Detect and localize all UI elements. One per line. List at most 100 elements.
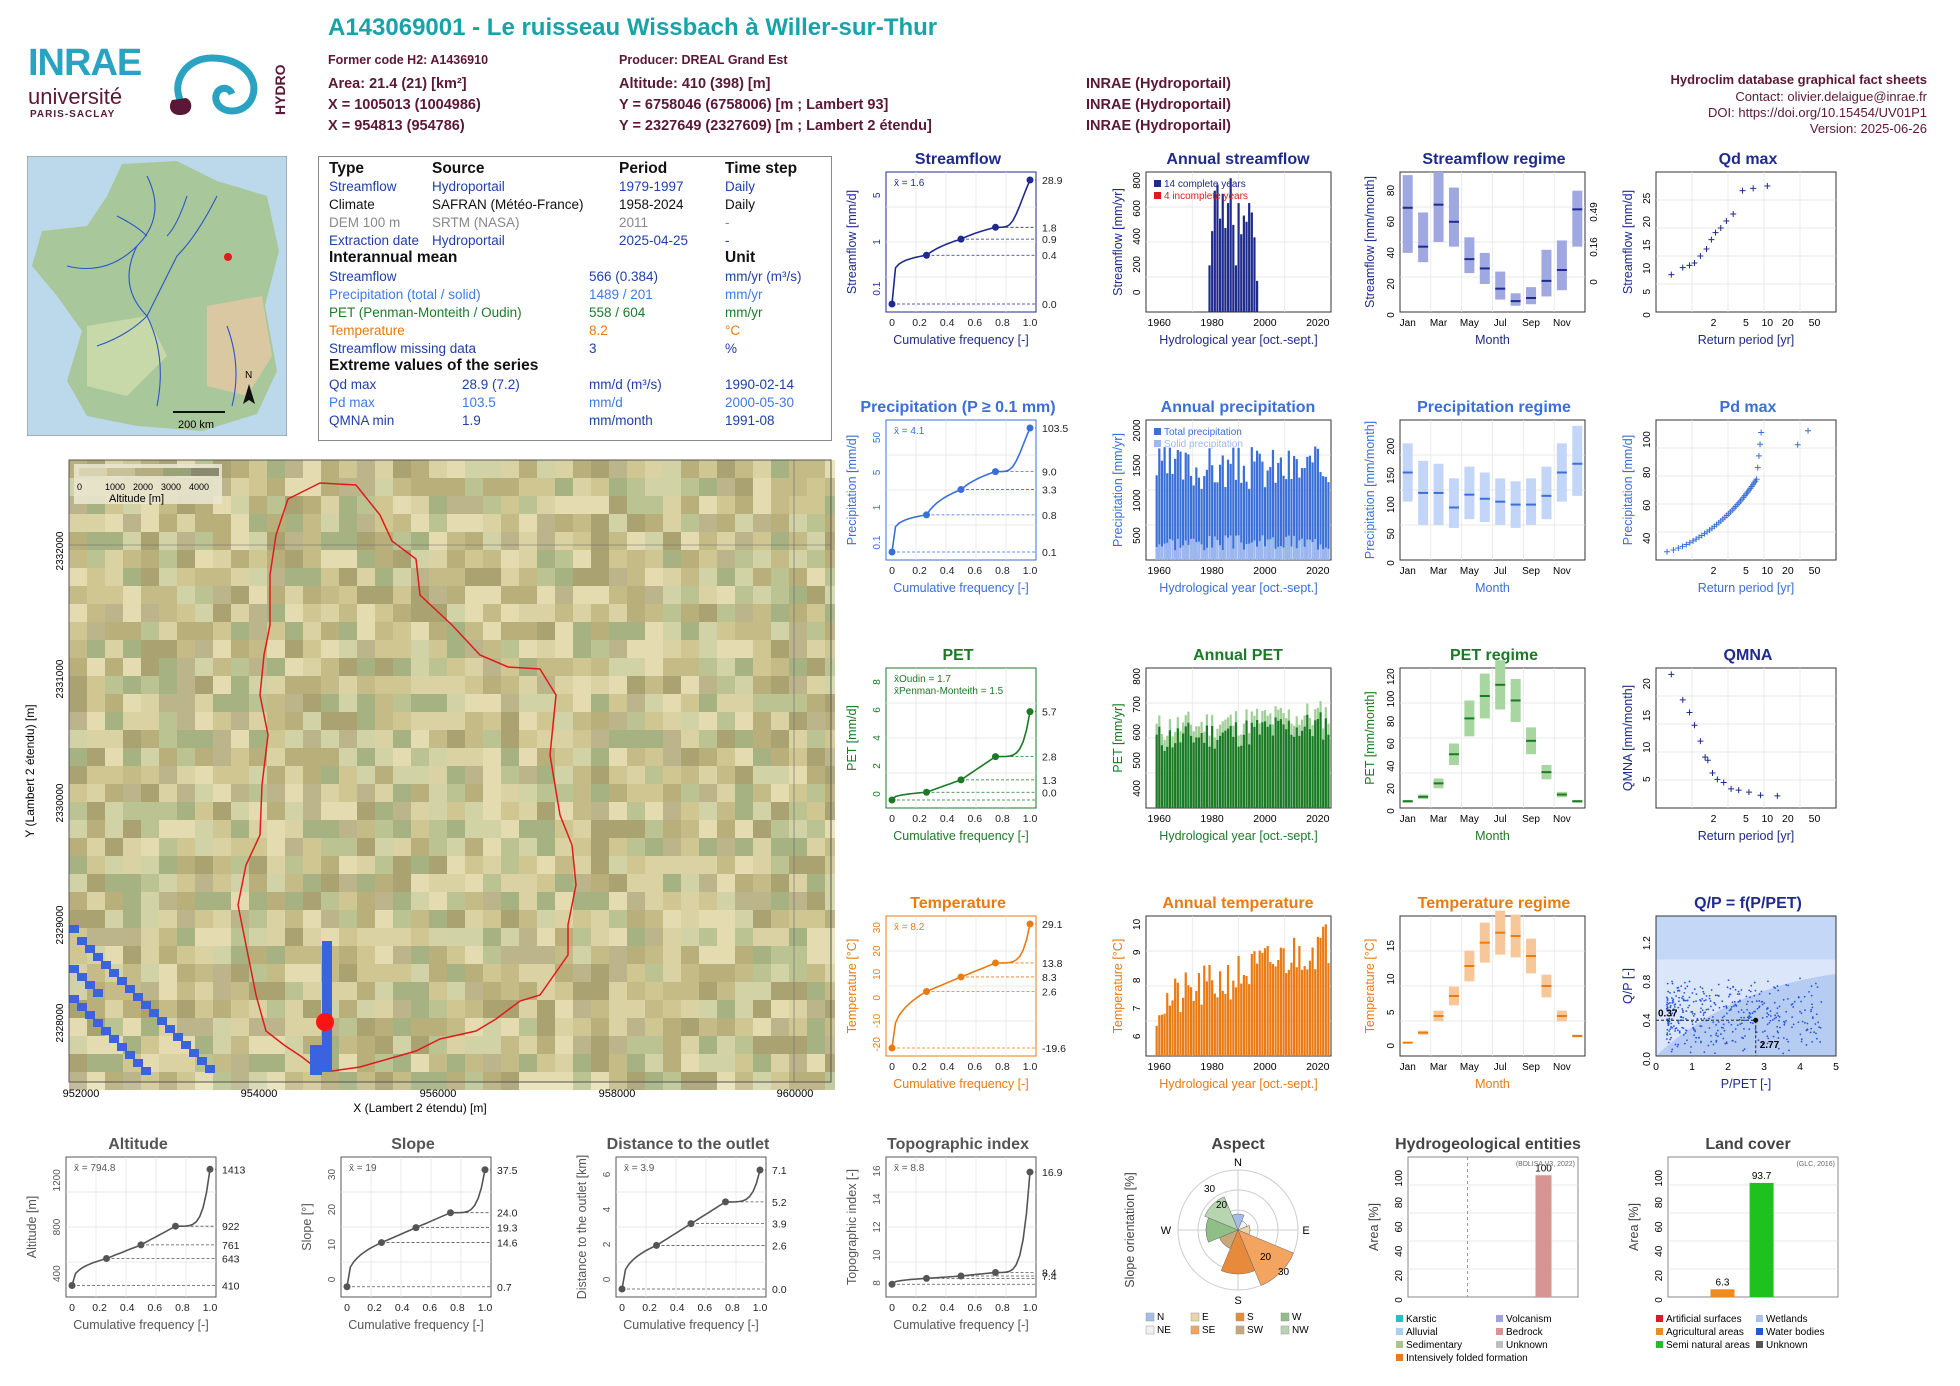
dem-cell xyxy=(123,766,141,784)
dem-cell xyxy=(213,1072,231,1090)
dem-cell xyxy=(645,946,663,964)
daily-point xyxy=(1749,1021,1752,1024)
dem-cell xyxy=(735,856,753,874)
dem-cell xyxy=(141,712,159,730)
dem-cell xyxy=(591,460,609,478)
y-tick: 6 xyxy=(602,1171,613,1177)
annual-bar xyxy=(1160,745,1164,808)
daily-point xyxy=(1785,984,1788,986)
x-tick: 10 xyxy=(1761,813,1773,825)
agricultural-bar xyxy=(1710,1289,1735,1297)
dem-cell xyxy=(447,874,465,892)
dem-cell xyxy=(105,640,123,658)
doi-link[interactable]: DOI: https://doi.org/10.15454/UV01P1 xyxy=(1708,105,1927,120)
daily-point xyxy=(1761,1031,1764,1033)
chart-title: Slope xyxy=(391,1136,435,1153)
dem-cell xyxy=(591,748,609,766)
annual-bar xyxy=(1306,714,1309,808)
daily-point xyxy=(1699,1025,1702,1027)
dem-cell xyxy=(141,838,159,856)
annual-bar xyxy=(1200,488,1203,560)
regime-box xyxy=(1541,466,1552,520)
dem-cell xyxy=(249,748,267,766)
annual-bar xyxy=(1316,936,1319,1056)
dem-cell xyxy=(159,964,177,982)
daily-point xyxy=(1734,1040,1737,1043)
dem-cell xyxy=(249,1000,267,1018)
y-tick: 2332000 xyxy=(55,531,66,570)
dem-cell xyxy=(519,1072,537,1090)
dem-cell xyxy=(447,748,465,766)
dem-cell xyxy=(285,802,303,820)
dem-cell xyxy=(339,1000,357,1018)
dem-cell xyxy=(465,550,483,568)
x-tick: 50 xyxy=(1809,317,1821,329)
daily-point xyxy=(1740,1016,1743,1019)
annual-bar xyxy=(1263,948,1267,1056)
dem-cell xyxy=(789,802,807,820)
data-point xyxy=(1709,770,1716,776)
dem-cell xyxy=(105,622,123,640)
dem-cell xyxy=(429,1054,447,1072)
dem-cell xyxy=(105,892,123,910)
dem-cell xyxy=(753,928,771,946)
dem-cell xyxy=(429,622,447,640)
dem-cell xyxy=(573,910,591,928)
daily-point xyxy=(1726,1012,1728,1015)
y-tick: 5 xyxy=(872,192,883,198)
dem-cell xyxy=(249,604,267,622)
hydro-logo-text: HYDRO xyxy=(272,64,288,115)
dem-cell xyxy=(141,946,159,964)
dem-cell xyxy=(87,532,105,550)
annual-bar xyxy=(1316,549,1319,560)
dem-cell xyxy=(807,460,825,478)
dem-cell xyxy=(339,856,357,874)
daily-point xyxy=(1814,1023,1817,1025)
data-point xyxy=(1720,779,1727,786)
dem-cell xyxy=(69,748,87,766)
dem-cell xyxy=(447,1072,465,1090)
daily-point xyxy=(1793,1000,1796,1003)
quantile-marker xyxy=(992,223,999,231)
dem-cell xyxy=(213,568,231,586)
dem-cell xyxy=(519,910,537,928)
dem-cell xyxy=(267,730,285,748)
dem-cell xyxy=(825,712,835,730)
annual-bar xyxy=(1258,540,1261,560)
x-lambert2e: X = 954813 (954786) xyxy=(328,118,465,134)
dem-cell xyxy=(87,712,105,730)
annual-bar xyxy=(1245,975,1248,1056)
dem-cell xyxy=(411,478,429,496)
dem-cell xyxy=(447,946,465,964)
dem-cell xyxy=(429,910,447,928)
x-tick: 0 xyxy=(619,1302,625,1314)
daily-point xyxy=(1811,1006,1814,1009)
dem-cell xyxy=(645,460,663,478)
annual-bar xyxy=(1248,744,1251,808)
annual-bar xyxy=(1245,720,1248,808)
dem-cell xyxy=(303,838,321,856)
dem-cell xyxy=(249,496,267,514)
dem-cell xyxy=(357,892,375,910)
dem-cell xyxy=(699,550,717,568)
regime-box xyxy=(1464,466,1475,520)
dem-cell xyxy=(645,694,663,712)
annual-bar xyxy=(1203,550,1206,560)
dem-cell xyxy=(339,838,357,856)
dem-cell xyxy=(771,820,789,838)
dem-cell xyxy=(303,568,321,586)
daily-point xyxy=(1683,992,1686,994)
daily-point xyxy=(1811,1016,1814,1018)
x-axis-label: P/PET [-] xyxy=(1721,1077,1771,1091)
dem-cell xyxy=(663,982,681,1000)
daily-point xyxy=(1708,994,1711,997)
version: Version: 2025-06-26 xyxy=(1809,121,1927,136)
dem-cell xyxy=(267,766,285,784)
row-step: Daily xyxy=(725,197,756,212)
dem-cell xyxy=(375,586,393,604)
quantile-marker xyxy=(992,1268,999,1276)
dem-cell xyxy=(771,928,789,946)
dem-cell xyxy=(825,478,835,496)
y-axis-label: PET [mm/d] xyxy=(845,705,859,771)
annual-bar xyxy=(1226,537,1230,560)
